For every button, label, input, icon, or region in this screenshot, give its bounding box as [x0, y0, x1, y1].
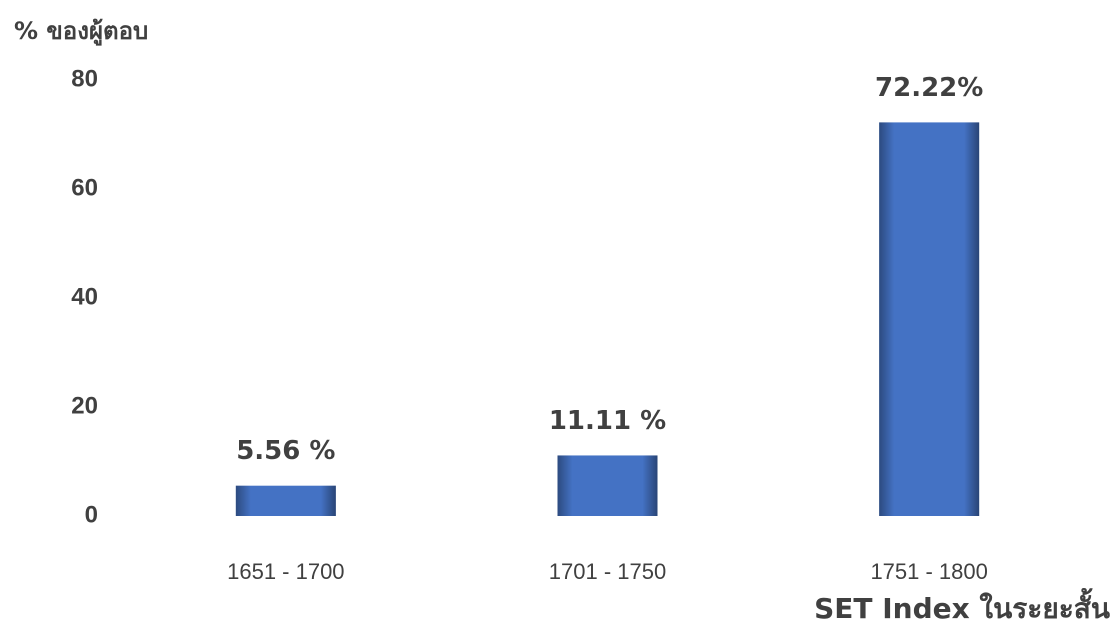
value-label: 5.56 % [236, 436, 335, 466]
x-tick-label: 1701 - 1750 [549, 559, 666, 584]
bar-shade [557, 455, 658, 516]
x-tick-label: 1751 - 1800 [870, 559, 987, 584]
y-tick-label: 40 [71, 283, 98, 310]
y-tick-label: 60 [71, 174, 98, 201]
y-axis-title: % ของผู้ตอบ [14, 17, 148, 46]
value-label: 72.22% [875, 73, 983, 103]
y-tick-label: 80 [71, 65, 98, 92]
y-tick-label: 0 [85, 501, 98, 528]
value-label: 11.11 % [549, 406, 666, 436]
x-axis-title: SET Index ในระยะสั้น [814, 587, 1110, 625]
x-tick-label: 1651 - 1700 [227, 559, 344, 584]
bar-shade [235, 485, 336, 516]
bar-shade [879, 122, 980, 516]
y-tick-label: 20 [71, 392, 98, 419]
